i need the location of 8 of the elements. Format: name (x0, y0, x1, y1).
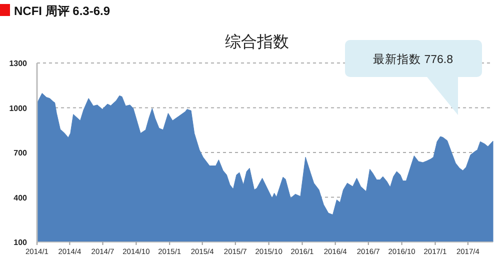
annotation: 最新指数 776.8 (373, 52, 453, 66)
y-tick-label: 100 (14, 238, 28, 247)
y-tick-label: 1300 (9, 59, 28, 68)
y-tick-label: 400 (14, 193, 28, 202)
chart-title: NCFI 周评 6.3-6.9 (14, 4, 110, 18)
chart-subtitle: 综合指数 (225, 32, 289, 51)
y-tick-label: 1000 (9, 104, 28, 113)
y-tick-label: 700 (14, 148, 28, 158)
